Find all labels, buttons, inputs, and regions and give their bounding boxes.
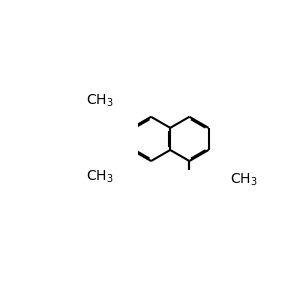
Text: CH$_3$: CH$_3$ bbox=[85, 169, 113, 185]
Text: CH$_3$: CH$_3$ bbox=[230, 172, 258, 188]
Text: CH$_3$: CH$_3$ bbox=[85, 93, 113, 109]
